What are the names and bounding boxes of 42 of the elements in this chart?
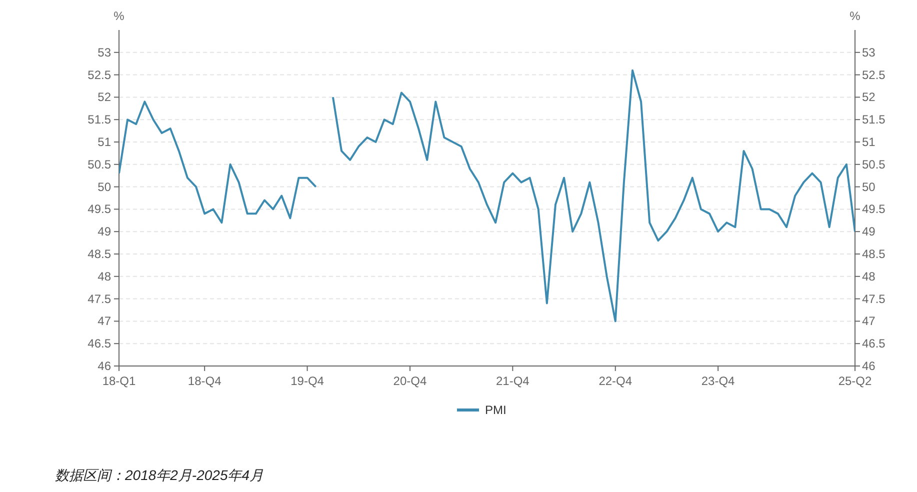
y-tick-label: 47.5	[88, 292, 112, 306]
y2-axis-title: %	[850, 9, 861, 23]
y-tick-label: 52	[98, 90, 112, 104]
y-tick-label: 51	[98, 135, 112, 149]
text: 数据区间：2018年2月-2025年4月	[55, 467, 264, 483]
y2-tick-label: 50.5	[862, 157, 886, 172]
y2-tick-label: 52	[862, 90, 876, 104]
y2-tick-label: 49	[862, 224, 876, 239]
y-tick-label: 48	[98, 269, 112, 284]
y2-tick-label: 50	[862, 180, 876, 194]
y2-tick-label: 47.5	[862, 292, 886, 306]
y-tick-label: 49	[98, 224, 112, 239]
y2-tick-label: 51.5	[862, 112, 886, 127]
y2-tick-label: 49.5	[862, 202, 886, 216]
y-tick-label: 50	[98, 180, 112, 194]
y-tick-label: 47	[98, 314, 112, 328]
x-tick-label: 23-Q4	[701, 374, 736, 388]
legend-label: PMI	[485, 403, 506, 417]
x-tick-label: 20-Q4	[393, 374, 427, 388]
y2-tick-label: 48	[862, 269, 876, 284]
y-tick-label: 50.5	[88, 157, 112, 172]
y2-tick-label: 46	[862, 359, 876, 373]
y2-tick-label: 51	[862, 135, 876, 149]
y-tick-label: 53	[98, 45, 112, 60]
y-tick-label: 46	[98, 359, 112, 373]
x-tick-label: 22-Q4	[598, 374, 632, 388]
y2-tick-label: 48.5	[862, 247, 886, 261]
x-tick-label: 21-Q4	[496, 374, 530, 388]
x-tick-label: 18-Q1	[102, 374, 136, 388]
x-tick-label: 25-Q2	[838, 374, 872, 388]
y2-tick-label: 47	[862, 314, 876, 328]
y2-tick-label: 46.5	[862, 336, 886, 351]
y-tick-label: 49.5	[88, 202, 112, 216]
y-axis-title: %	[114, 9, 125, 23]
y-tick-label: 52.5	[88, 68, 112, 82]
x-tick-label: 18-Q4	[188, 374, 222, 388]
y2-tick-label: 52.5	[862, 68, 886, 82]
x-tick-label: 19-Q4	[290, 374, 324, 388]
y-tick-label: 48.5	[88, 247, 112, 261]
y-tick-label: 51.5	[88, 112, 112, 127]
y2-tick-label: 53	[862, 45, 876, 60]
y-tick-label: 46.5	[88, 336, 112, 351]
